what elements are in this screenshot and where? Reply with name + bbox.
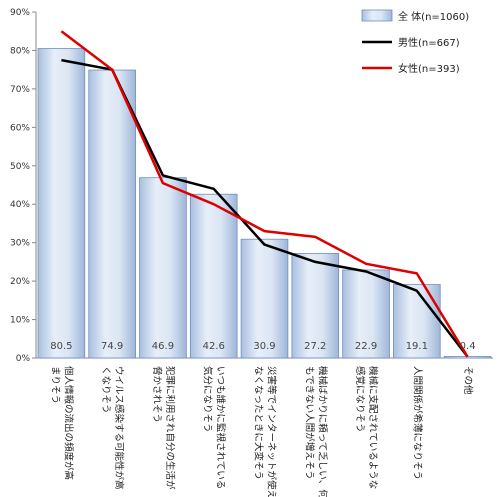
x-category-label: 気分になりそう bbox=[202, 366, 214, 433]
x-category-label: まりそう bbox=[49, 366, 60, 404]
bar bbox=[37, 48, 86, 359]
x-category-label: 機械に支配されているような bbox=[367, 366, 379, 489]
x-category-label: いつも誰かに監視されている bbox=[215, 366, 227, 489]
y-tick-label: 50% bbox=[10, 162, 30, 172]
bar-value-label: 22.9 bbox=[355, 341, 377, 352]
x-category-label: 人間関係が希薄になりそう bbox=[411, 366, 423, 480]
value-labels: 80.5 74.9 46.9 42.6 30.9 27.2 22.9 19.1 0.4 bbox=[50, 341, 475, 352]
x-category-label: もできない人間が増えそう bbox=[303, 366, 315, 480]
bar bbox=[342, 269, 390, 359]
y-tick-label: 20% bbox=[10, 277, 30, 287]
y-tick-label: 40% bbox=[10, 200, 30, 210]
legend-label: 男性(n=667) bbox=[398, 36, 460, 49]
x-category-label: 災害等でインターネットが使え bbox=[266, 366, 278, 497]
x-category-label: 感覚になりそう bbox=[354, 366, 366, 433]
line-series bbox=[60, 30, 469, 358]
bar-value-label: 42.6 bbox=[203, 341, 225, 352]
legend-label: 女性(n=393) bbox=[398, 62, 460, 75]
x-category-label: 脅かされそう bbox=[151, 366, 163, 423]
bar-value-label: 74.9 bbox=[101, 341, 123, 352]
y-tick-label: 30% bbox=[10, 239, 30, 249]
series-line-2 bbox=[60, 30, 469, 358]
bar-value-label: 80.5 bbox=[50, 341, 72, 352]
bar-value-label: 30.9 bbox=[253, 341, 275, 352]
y-tick-label: 90% bbox=[10, 8, 30, 18]
x-category-label: その他 bbox=[462, 366, 474, 395]
bar-series bbox=[37, 48, 492, 359]
bar bbox=[88, 69, 136, 359]
x-category-label: 犯罪に利用され自分の生活が bbox=[164, 366, 176, 490]
x-category-label: くなりそう bbox=[100, 366, 111, 414]
x-category-label: ウイルス感染する可能性が高 bbox=[113, 366, 125, 490]
bar bbox=[240, 238, 289, 359]
bar bbox=[139, 177, 187, 359]
y-tick-label: 60% bbox=[10, 123, 30, 133]
x-category-label: 機械ばかりに頼って乏しい、何 bbox=[316, 366, 328, 497]
y-tick-label: 10% bbox=[10, 316, 30, 326]
legend: 全 体(n=1060) 男性(n=667) 女性(n=393) bbox=[361, 9, 469, 75]
bar-value-label: 46.9 bbox=[152, 341, 174, 352]
legend-swatch-bar bbox=[361, 9, 393, 22]
bar bbox=[291, 253, 340, 359]
y-tick-label: 80% bbox=[10, 46, 30, 56]
bar-value-label: 27.2 bbox=[304, 341, 326, 352]
x-category-label: 個人情報の流出の頻度が高 bbox=[62, 366, 74, 480]
bar-value-label: 0.4 bbox=[460, 341, 476, 352]
x-category-label: なくなったときに大変そう bbox=[253, 366, 265, 480]
bar bbox=[189, 193, 238, 359]
y-tick-label: 0% bbox=[16, 354, 31, 364]
y-tick-label: 70% bbox=[10, 85, 30, 95]
legend-label: 全 体(n=1060) bbox=[398, 10, 469, 23]
bar-value-label: 19.1 bbox=[406, 341, 428, 352]
